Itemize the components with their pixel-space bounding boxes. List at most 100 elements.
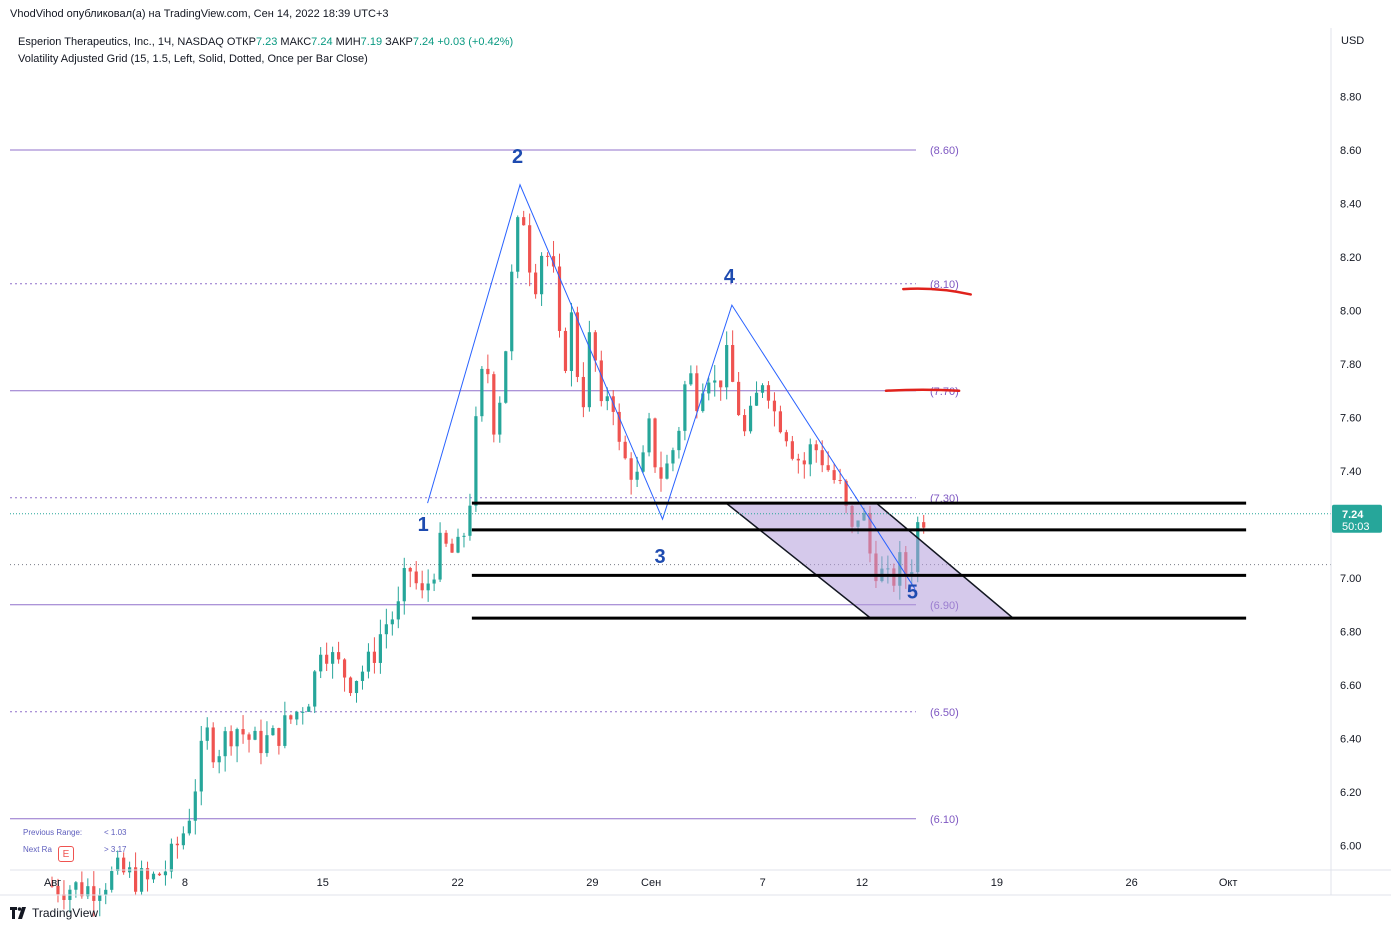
candle-body — [796, 458, 800, 461]
candle-body — [348, 677, 353, 694]
candle-body — [790, 441, 794, 459]
candle-body — [104, 889, 108, 896]
candle-body — [432, 579, 436, 584]
candle-body — [211, 727, 215, 763]
candle-body — [151, 873, 156, 880]
candle-body — [683, 384, 687, 431]
candle-body — [265, 735, 269, 754]
candle-body — [122, 857, 126, 873]
grid-level-label: (8.10) — [930, 279, 959, 291]
candle-body — [707, 382, 711, 394]
candle-body — [701, 393, 705, 412]
candle-body — [396, 601, 400, 620]
candle-body — [468, 505, 472, 536]
previous-range-value: < 1.03 — [104, 828, 127, 837]
candle-body — [844, 480, 848, 506]
candle-body — [229, 731, 233, 747]
candle-body — [629, 458, 633, 480]
footer-brand: TradingView — [32, 906, 99, 920]
candle-body — [617, 411, 621, 442]
previous-range-label: Previous Range: — [23, 828, 83, 837]
candle-body — [486, 368, 490, 375]
candle-body — [635, 471, 639, 480]
candle-body — [354, 680, 359, 694]
x-tick-label: Сен — [641, 877, 661, 889]
elliott-wave-line[interactable] — [427, 183, 916, 589]
candle-body — [331, 652, 335, 664]
parallel-channel[interactable] — [723, 502, 1016, 619]
candle-body — [808, 444, 812, 465]
candle-body — [456, 536, 460, 553]
candle-body — [199, 740, 203, 792]
y-tick-label: 7.80 — [1340, 359, 1361, 371]
candle-body — [784, 432, 788, 442]
y-tick-label: 6.40 — [1340, 734, 1361, 746]
x-tick-label: Авг — [44, 877, 61, 889]
candle-body — [366, 651, 371, 672]
candle-body — [754, 392, 759, 406]
candle-body — [826, 465, 830, 471]
y-tick-label: 7.40 — [1340, 466, 1361, 478]
candle-body — [563, 330, 568, 371]
publisher-line: VhodVihod опубликовал(а) на TradingView.… — [10, 8, 389, 20]
candle-body — [581, 376, 585, 408]
candle-body — [86, 886, 90, 897]
candle-body — [145, 868, 150, 880]
tradingview-logo-icon — [10, 907, 28, 919]
indicator-legend[interactable]: Volatility Adjusted Grid (15, 1.5, Left,… — [18, 53, 368, 65]
candle-body — [408, 567, 412, 572]
candle-body — [689, 373, 693, 385]
candle-body — [193, 791, 197, 821]
symbol-name: Esperion Therapeutics, Inc., 1Ч, NASDAQ — [18, 36, 224, 48]
candle-body — [623, 441, 627, 459]
close-label: ЗАКР — [385, 36, 413, 48]
candle-body — [277, 728, 281, 746]
candle-body — [802, 460, 806, 465]
candle-body — [390, 619, 394, 625]
y-tick-label: 6.20 — [1340, 787, 1361, 799]
candle-body — [235, 729, 239, 747]
grid-level-label: (6.10) — [930, 814, 959, 826]
candle-body — [605, 396, 609, 402]
candle-body — [832, 470, 836, 480]
candle-body — [587, 332, 591, 408]
candle-body — [569, 312, 574, 371]
candle-body — [557, 266, 562, 331]
price-axis[interactable] — [1331, 28, 1391, 870]
candle-body — [247, 734, 251, 740]
candle-body — [217, 756, 221, 763]
candle-body — [253, 730, 257, 740]
candle-body — [737, 381, 741, 416]
wave-label-2: 2 — [512, 146, 523, 168]
symbol-legend[interactable]: Esperion Therapeutics, Inc., 1Ч, NASDAQ … — [18, 36, 513, 48]
current-price-value: 7.24 — [1342, 509, 1364, 521]
candle-body — [641, 452, 645, 472]
candle-body — [205, 727, 209, 741]
candle-body — [450, 543, 454, 553]
red-marker-line[interactable] — [884, 388, 961, 392]
candle-body — [384, 624, 388, 635]
candle-body — [760, 385, 765, 393]
candle-body — [307, 706, 311, 712]
footer: TradingView — [10, 906, 98, 920]
candle-body — [342, 659, 347, 678]
red-marker-line[interactable] — [902, 287, 972, 296]
x-tick-label: 22 — [451, 877, 463, 889]
low-label: МИН — [335, 36, 361, 48]
candle-body — [372, 651, 377, 663]
candle-body — [223, 731, 227, 757]
candle-body — [713, 380, 717, 383]
earnings-badge[interactable]: E — [58, 846, 74, 862]
candle-body — [742, 415, 747, 432]
y-tick-label: 8.60 — [1340, 145, 1361, 157]
candle-body — [283, 715, 287, 746]
wave-label-1: 1 — [418, 514, 429, 536]
candle-body — [295, 711, 299, 720]
candle-body — [420, 583, 424, 591]
candle-body — [80, 882, 84, 897]
x-tick-label: 12 — [856, 877, 868, 889]
candle-body — [301, 711, 305, 713]
candle-body — [599, 360, 603, 402]
candle-body — [647, 418, 651, 453]
